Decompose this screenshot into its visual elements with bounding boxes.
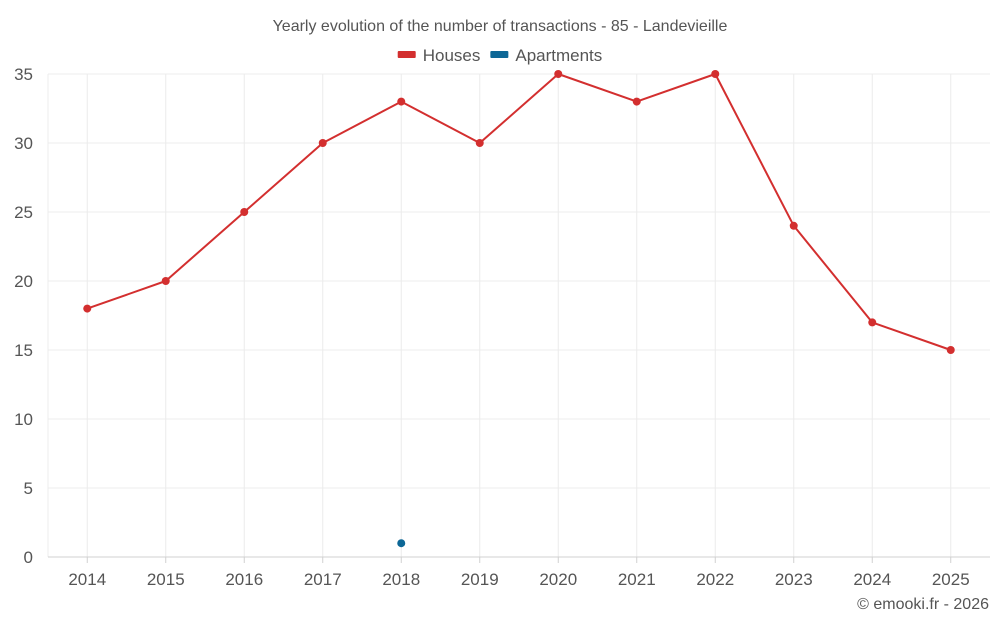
y-tick-label: 25 bbox=[14, 203, 33, 222]
data-point-houses-2022[interactable] bbox=[711, 70, 720, 78]
legend-label: Houses bbox=[423, 46, 481, 65]
data-point-houses-2024[interactable] bbox=[868, 318, 877, 327]
x-tick-label: 2025 bbox=[932, 570, 970, 589]
data-point-apartments-2018[interactable] bbox=[397, 539, 406, 548]
data-point-houses-2016[interactable] bbox=[240, 208, 249, 216]
x-tick-label: 2018 bbox=[382, 570, 420, 589]
x-tick-label: 2020 bbox=[539, 570, 577, 589]
data-point-houses-2023[interactable] bbox=[789, 221, 798, 230]
y-tick-label: 5 bbox=[24, 479, 33, 498]
legend: Houses Apartments bbox=[397, 46, 602, 65]
x-tick-label: 2023 bbox=[775, 570, 813, 589]
data-point-houses-2015[interactable] bbox=[161, 277, 170, 285]
y-tick-label: 15 bbox=[14, 341, 33, 360]
legend-swatch bbox=[397, 51, 416, 58]
y-tick-label: 30 bbox=[14, 134, 33, 153]
x-tick-label: 2024 bbox=[853, 570, 891, 589]
series-layer bbox=[83, 70, 955, 548]
x-tick-label: 2016 bbox=[225, 570, 263, 589]
grid bbox=[47, 73, 990, 557]
x-tick-label: 2022 bbox=[696, 570, 734, 589]
x-tick-label: 2014 bbox=[68, 570, 106, 589]
y-axis: 0 5 10 15 20 25 30 35 bbox=[14, 65, 33, 567]
data-point-houses-2017[interactable] bbox=[318, 139, 327, 147]
x-tick-label: 2015 bbox=[147, 570, 185, 589]
copyright-credit: © emooki.fr - 2026 bbox=[857, 596, 989, 613]
data-point-houses-2021[interactable] bbox=[632, 97, 641, 106]
x-tick-label: 2021 bbox=[618, 570, 656, 589]
chart-title: Yearly evolution of the number of transa… bbox=[273, 18, 728, 35]
data-point-houses-2025[interactable] bbox=[946, 346, 955, 354]
y-tick-label: 0 bbox=[24, 548, 33, 567]
x-axis: 2014 2015 2016 2017 2018 2019 2020 2021 2022 2023… bbox=[48, 556, 990, 589]
y-tick-label: 35 bbox=[14, 65, 33, 84]
data-point-houses-2014[interactable] bbox=[83, 304, 92, 313]
legend-item-houses[interactable]: Houses bbox=[397, 46, 481, 65]
y-tick-label: 20 bbox=[14, 272, 33, 291]
x-tick-label: 2017 bbox=[304, 570, 342, 589]
series-apartments bbox=[397, 539, 406, 548]
legend-swatch bbox=[490, 51, 509, 58]
data-point-houses-2018[interactable] bbox=[397, 97, 406, 106]
legend-item-apartments[interactable]: Apartments bbox=[490, 46, 602, 65]
y-tick-label: 10 bbox=[14, 410, 33, 429]
x-tick-label: 2019 bbox=[461, 570, 499, 589]
series-line-houses bbox=[86, 73, 952, 351]
legend-label: Apartments bbox=[515, 46, 602, 65]
series-houses bbox=[83, 70, 955, 354]
data-point-houses-2020[interactable] bbox=[554, 70, 563, 78]
data-point-houses-2019[interactable] bbox=[475, 139, 484, 147]
